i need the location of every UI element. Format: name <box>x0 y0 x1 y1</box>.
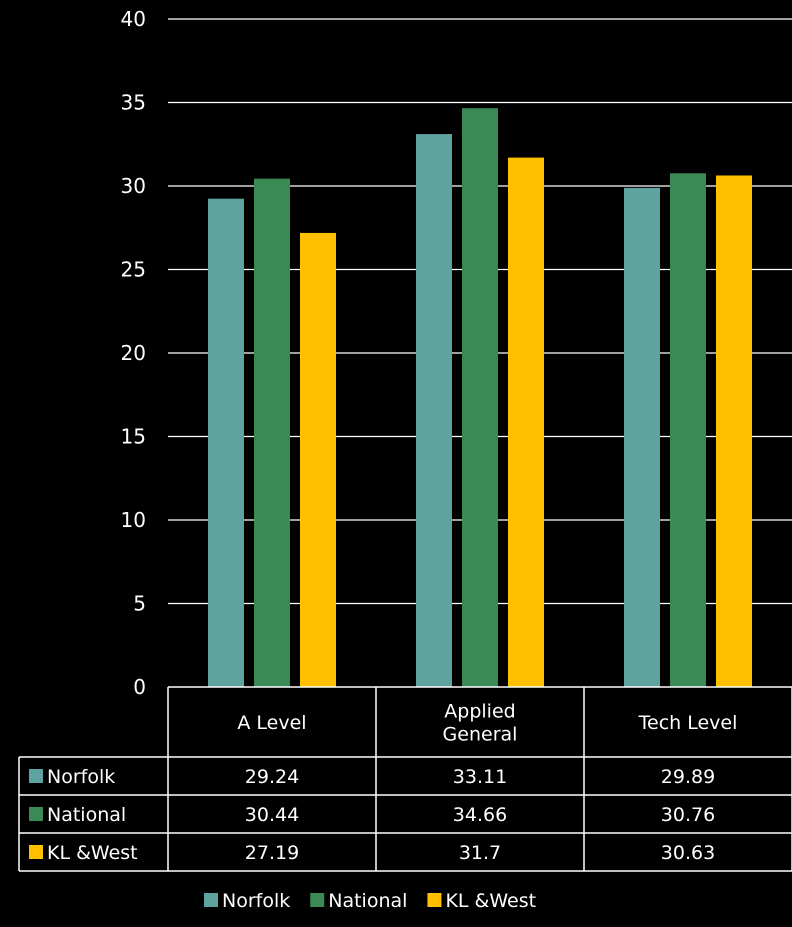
y-tick-label: 25 <box>121 258 146 282</box>
series-label: National <box>47 804 126 826</box>
data-label: 30.44 <box>245 804 299 826</box>
y-axis-ticks: 0 5 10 15 20 25 30 35 40 <box>121 7 146 699</box>
y-tick-label: 5 <box>133 592 146 616</box>
legend: Norfolk National KL &West <box>204 890 536 912</box>
series-swatch <box>29 845 43 859</box>
bar <box>300 232 336 687</box>
y-tick-label: 30 <box>121 174 146 198</box>
data-label: 29.89 <box>661 766 715 788</box>
data-label: 30.76 <box>661 804 715 826</box>
series-label: KL &West <box>47 842 138 864</box>
y-tick-label: 40 <box>121 7 146 31</box>
y-tick-label: 35 <box>121 91 146 115</box>
series-label: Norfolk <box>47 766 115 788</box>
bar <box>624 187 660 687</box>
data-label: 29.24 <box>245 766 299 788</box>
series-swatch <box>29 807 43 821</box>
legend-swatch <box>310 893 325 907</box>
data-label: 27.19 <box>245 842 299 864</box>
bar <box>208 198 244 687</box>
bar <box>670 173 706 688</box>
legend-label: KL &West <box>445 890 536 912</box>
category-label: Applied General <box>443 701 518 746</box>
bar <box>462 108 498 688</box>
bar <box>716 175 752 687</box>
category-label: A Level <box>237 712 306 734</box>
legend-label: Norfolk <box>222 890 290 912</box>
legend-swatch <box>427 893 442 907</box>
y-tick-label: 20 <box>121 341 146 365</box>
y-tick-label: 15 <box>121 425 146 449</box>
legend-swatch <box>204 893 218 907</box>
bar <box>508 157 544 688</box>
data-label: 33.11 <box>453 766 507 788</box>
y-tick-label: 10 <box>121 508 146 532</box>
data-label: 34.66 <box>453 804 507 826</box>
category-label: Tech Level <box>638 712 738 734</box>
data-label: 30.63 <box>661 842 715 864</box>
data-table: A Level Applied General Tech Level Norfolk 29… <box>18 686 792 872</box>
bar <box>254 178 290 688</box>
data-label: 31.7 <box>459 842 501 864</box>
bars <box>208 108 752 688</box>
y-tick-label: 0 <box>133 675 146 699</box>
legend-label: National <box>328 890 407 912</box>
series-swatch <box>29 769 43 783</box>
bar <box>416 134 452 688</box>
